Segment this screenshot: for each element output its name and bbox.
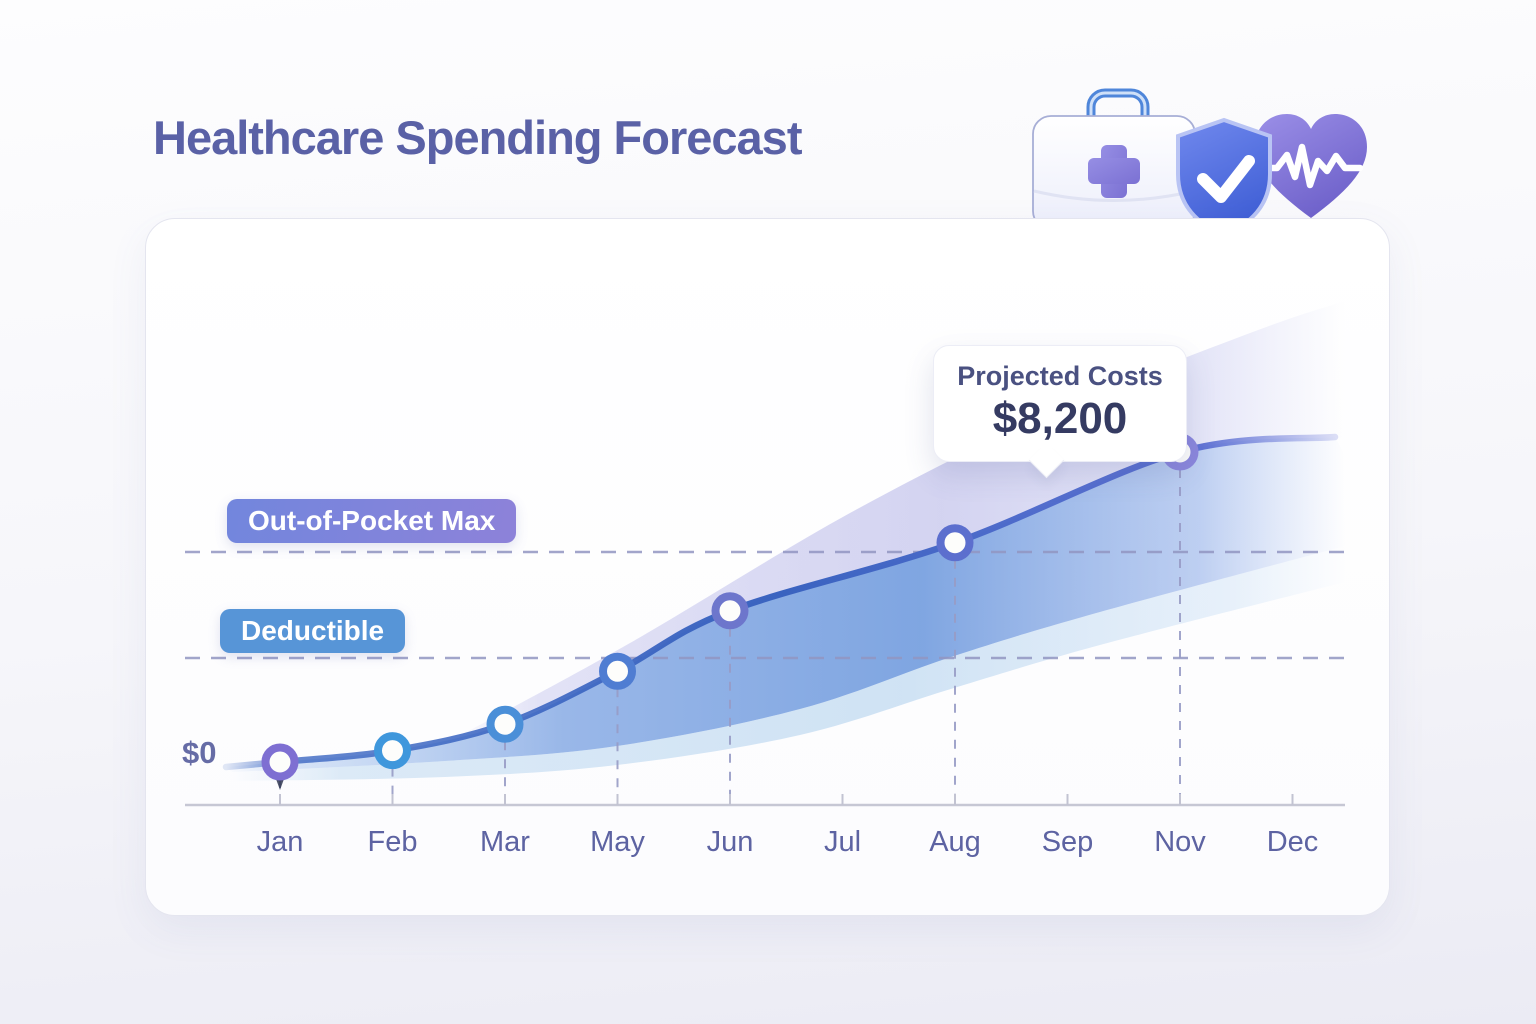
data-point-mar[interactable]	[486, 705, 524, 743]
data-point-jan[interactable]	[261, 743, 299, 781]
x-tick-label-dec: Dec	[1266, 826, 1319, 858]
data-point-jun[interactable]	[711, 592, 749, 630]
droplines	[279, 469, 1181, 803]
shield-check-icon	[1176, 117, 1272, 238]
data-point-may[interactable]	[599, 652, 636, 690]
projected-costs-tooltip: Projected Costs $8,200	[933, 345, 1187, 479]
x-tick-label-nov: Nov	[1154, 826, 1206, 858]
x-tick-label-jun: Jun	[706, 826, 754, 858]
x-tick-label-may: May	[590, 826, 645, 858]
x-tick-label-aug: Aug	[929, 826, 981, 858]
data-point-aug[interactable]	[936, 524, 974, 562]
y-axis-zero-label: $0	[182, 735, 217, 770]
data-point-feb[interactable]	[374, 732, 411, 770]
x-tick-label-jul: Jul	[823, 826, 862, 858]
data-points	[261, 433, 1199, 790]
medical-kit-icon	[1032, 88, 1196, 230]
x-tick-label-jan: Jan	[256, 826, 304, 858]
projected-costs-line	[222, 433, 1339, 771]
x-axis-labels: Jan Feb Mar May Jun Jul Aug Sep Nov Dec	[0, 826, 1536, 866]
page-title: Healthcare Spending Forecast	[153, 111, 802, 164]
axis-ticks	[279, 794, 1294, 805]
tooltip-value: $8,200	[992, 394, 1128, 443]
x-tick-label-sep: Sep	[1041, 826, 1094, 858]
tooltip-label: Projected Costs	[957, 361, 1163, 391]
heart-pulse-icon	[1251, 114, 1367, 218]
out-of-pocket-max-badge: Out-of-Pocket Max	[227, 499, 517, 543]
deductible-badge: Deductible	[220, 609, 406, 653]
x-tick-label-feb: Feb	[367, 826, 418, 858]
x-tick-label-mar: Mar	[480, 826, 530, 858]
header-icons	[1032, 88, 1367, 238]
